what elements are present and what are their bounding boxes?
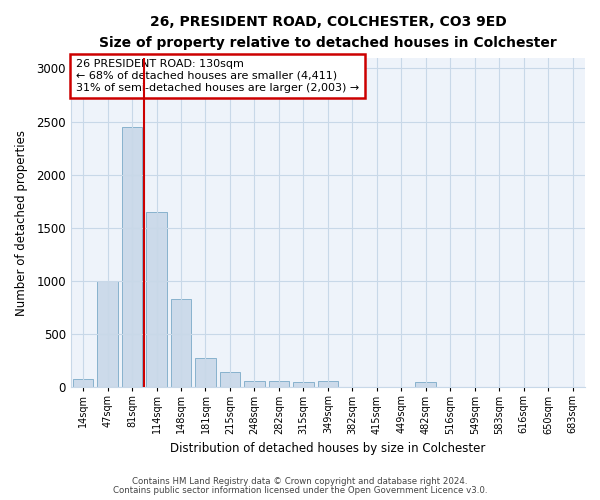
Bar [269,382,289,388]
Bar [220,372,241,388]
Bar [170,299,191,388]
Bar [195,358,216,388]
Text: 26 PRESIDENT ROAD: 130sqm
← 68% of detached houses are smaller (4,411)
31% of se: 26 PRESIDENT ROAD: 130sqm ← 68% of detac… [76,60,359,92]
X-axis label: Distribution of detached houses by size in Colchester: Distribution of detached houses by size … [170,442,485,455]
Bar [97,281,118,388]
Bar [73,380,94,388]
Bar [146,212,167,388]
Bar [293,382,314,388]
Text: Contains HM Land Registry data © Crown copyright and database right 2024.: Contains HM Land Registry data © Crown c… [132,477,468,486]
Bar [122,127,142,388]
Text: Contains public sector information licensed under the Open Government Licence v3: Contains public sector information licen… [113,486,487,495]
Bar [244,382,265,388]
Bar [415,382,436,388]
Y-axis label: Number of detached properties: Number of detached properties [15,130,28,316]
Bar [317,382,338,388]
Title: 26, PRESIDENT ROAD, COLCHESTER, CO3 9ED
Size of property relative to detached ho: 26, PRESIDENT ROAD, COLCHESTER, CO3 9ED … [99,15,557,50]
